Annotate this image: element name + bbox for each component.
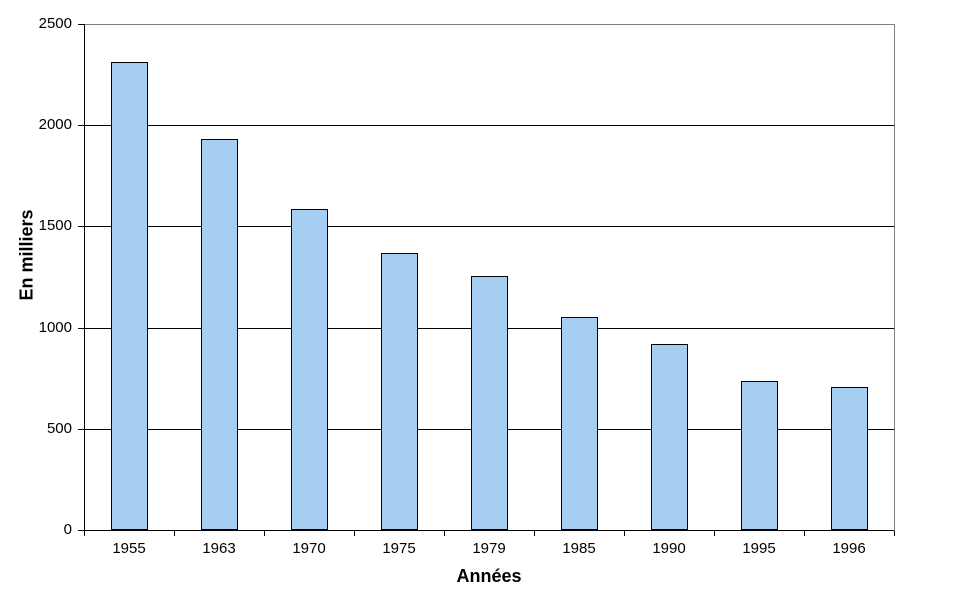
y-tick-label-500: 500: [46, 420, 72, 437]
bar-1990: [651, 344, 688, 530]
y-tick-label-2500: 2500: [38, 15, 72, 32]
y-tick-label-1000: 1000: [38, 319, 72, 336]
bar-1975: [381, 253, 418, 530]
x-tick-mark-7: [714, 531, 715, 536]
x-tick-label-1995: 1995: [742, 540, 776, 557]
y-tick-mark-500: [78, 429, 85, 430]
bar-1963: [201, 139, 238, 530]
x-tick-label-1975: 1975: [382, 540, 416, 557]
plot-area: [84, 24, 894, 530]
x-tick-label-1985: 1985: [562, 540, 596, 557]
x-tick-mark-3: [354, 531, 355, 536]
x-tick-label-1970: 1970: [292, 540, 326, 557]
plot-border-top: [85, 24, 895, 25]
y-tick-label-0: 0: [63, 521, 72, 538]
y-axis-line: [84, 24, 85, 531]
x-tick-label-1955: 1955: [112, 540, 146, 557]
x-tick-label-1963: 1963: [202, 540, 236, 557]
bar-1979: [471, 276, 508, 530]
y-tick-label-1500: 1500: [38, 217, 72, 234]
y-tick-mark-1500: [78, 226, 85, 227]
gridline-1500: [84, 226, 894, 227]
bar-1955: [111, 62, 148, 530]
y-tick-mark-2000: [78, 125, 85, 126]
x-axis-title: Années: [456, 566, 522, 586]
x-tick-mark-0: [84, 531, 85, 536]
bar-1970: [291, 209, 328, 530]
y-tick-mark-2500: [78, 24, 85, 25]
bar-1996: [831, 387, 868, 530]
x-tick-mark-5: [534, 531, 535, 536]
y-tick-mark-0: [78, 530, 85, 531]
y-tick-mark-1000: [78, 328, 85, 329]
x-axis-line: [84, 530, 895, 531]
x-tick-mark-2: [264, 531, 265, 536]
y-tick-label-2000: 2000: [38, 116, 72, 133]
x-tick-label-1979: 1979: [472, 540, 506, 557]
x-tick-mark-4: [444, 531, 445, 536]
x-tick-label-1990: 1990: [652, 540, 686, 557]
plot-border-right: [894, 24, 895, 531]
bar-1985: [561, 317, 598, 530]
x-tick-mark-9: [894, 531, 895, 536]
x-tick-mark-1: [174, 531, 175, 536]
bar-1995: [741, 381, 778, 530]
gridline-2000: [84, 125, 894, 126]
x-tick-mark-8: [804, 531, 805, 536]
x-tick-mark-6: [624, 531, 625, 536]
x-tick-label-1996: 1996: [832, 540, 866, 557]
